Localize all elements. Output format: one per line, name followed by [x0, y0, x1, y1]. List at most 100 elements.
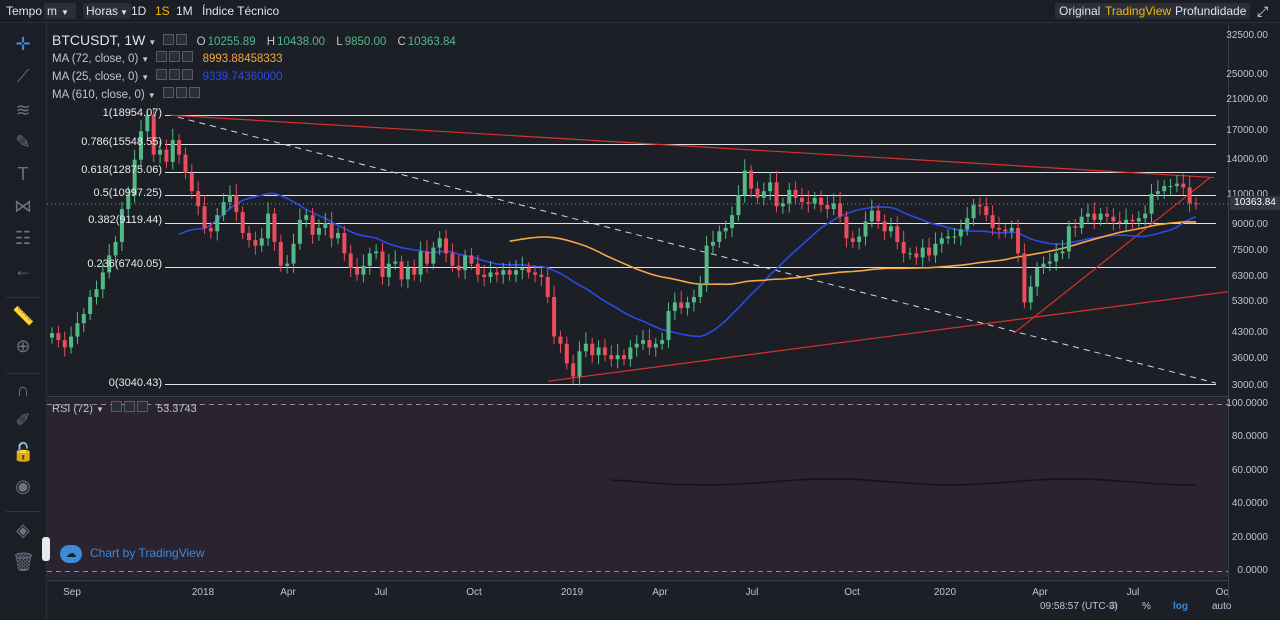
top-toolbar: Tempo m ▼ Horas ▼ 1D 1S 1M Índice Técnico … [0, 0, 1280, 23]
chevron-down-icon[interactable]: ▼ [148, 38, 157, 47]
legend-controls[interactable] [163, 33, 189, 50]
chevron-down-icon: ▼ [95, 405, 104, 414]
legend-controls[interactable] [156, 51, 195, 67]
chevron-down-icon: ▼ [61, 8, 69, 17]
cloud-logo-icon: ☁ [60, 544, 82, 563]
toolbar-divider [6, 297, 40, 298]
legend-controls[interactable] [156, 69, 195, 85]
candle-down [977, 204, 982, 207]
view-tradingview[interactable]: TradingView [1101, 3, 1176, 19]
candle-down [799, 197, 804, 202]
back-arrow-icon[interactable]: ← [14, 260, 32, 280]
candle-down [571, 363, 576, 377]
legend-controls[interactable] [110, 401, 150, 417]
brush-icon[interactable]: ✎ [15, 132, 31, 152]
candle-down [1181, 183, 1186, 188]
minutes-dropdown[interactable]: m ▼ [44, 3, 76, 19]
candle-up [158, 149, 163, 155]
view-depth[interactable]: Profundidade [1171, 3, 1251, 19]
candle-up [1054, 253, 1059, 262]
ma25-legend[interactable]: MA (25, close, 0) ▼ 9339.74360000 [52, 69, 283, 85]
time-label: Tempo [6, 4, 43, 18]
ma72-value: 8993.88458333 [202, 53, 283, 66]
ma72-legend[interactable]: MA (72, close, 0) ▼ 8993.88458333 [52, 51, 283, 67]
prediction-icon[interactable]: ☷ [14, 228, 32, 248]
ruler-icon[interactable]: 📏 [12, 306, 35, 326]
candle-up [107, 255, 112, 273]
settings-gear-icon[interactable]: ⚙ [1108, 600, 1118, 612]
fib-label-05: 0.5(10997.25) [93, 187, 163, 199]
percent-toggle[interactable]: % [1142, 601, 1151, 612]
candle-up [698, 284, 703, 297]
last-price-tag: 10363.84 [1230, 196, 1280, 210]
candle-up [405, 267, 410, 280]
candle-up [761, 191, 766, 198]
candle-up [488, 272, 493, 278]
candle-up [615, 355, 620, 360]
interval-1m[interactable]: 1M [176, 4, 193, 18]
candle-up [132, 159, 137, 196]
candle-up [50, 333, 54, 338]
legend-controls[interactable] [162, 87, 202, 103]
trendline-icon[interactable]: ⟋ [16, 66, 30, 86]
candle-up [316, 227, 321, 235]
log-toggle[interactable]: log [1173, 601, 1188, 612]
collapse-handle[interactable] [42, 537, 50, 561]
candle-up [1060, 251, 1065, 254]
rsi-tick-label: 40.0000 [1231, 498, 1268, 510]
hours-dropdown[interactable]: Horas ▼ [83, 3, 131, 19]
view-original[interactable]: Original [1055, 3, 1105, 19]
candle-up [75, 323, 80, 337]
fullscreen-icon[interactable]: ⤢ [1257, 3, 1269, 19]
candle-up [660, 340, 665, 344]
candle-down [1073, 226, 1078, 228]
candle-down [564, 343, 569, 364]
indicators-button[interactable]: Índice Técnico [202, 4, 280, 18]
rsi-legend[interactable]: RSI (72) ▼ 53.3743 [52, 401, 197, 417]
candle-up [1035, 267, 1040, 287]
toolbar-divider [6, 373, 40, 374]
candle-down [196, 191, 201, 207]
candle-down [234, 195, 239, 213]
candle-down [444, 238, 449, 254]
zoom-icon[interactable]: ⊕ [15, 336, 31, 356]
candle-up [1168, 186, 1173, 188]
candle-down [825, 204, 830, 210]
candle-up [221, 201, 226, 216]
tradingview-brand[interactable]: ☁ Chart by TradingView [60, 543, 205, 563]
trash-icon[interactable]: 🗑 [12, 552, 35, 572]
candle-down [609, 355, 614, 360]
interval-1d[interactable]: 1D [131, 4, 147, 18]
candle-down [850, 238, 855, 242]
eye-icon[interactable]: ◉ [15, 476, 31, 496]
lock-icon[interactable]: 🔓 [12, 442, 35, 462]
crosshair-icon[interactable]: ✛ [15, 34, 31, 54]
symbol-title[interactable]: BTCUSDT, 1W [52, 32, 146, 48]
candle-down [240, 212, 245, 234]
candle-up [520, 267, 525, 271]
text-tool-icon[interactable]: T [17, 164, 29, 184]
auto-toggle[interactable]: auto [1212, 601, 1232, 612]
stay-drawing-icon[interactable]: ✐ [15, 410, 31, 430]
clock: 09:58:57 (UTC-3) [1040, 601, 1118, 612]
candle-up [730, 215, 735, 228]
candle-up [431, 247, 436, 264]
layers-icon[interactable]: ◈ [16, 520, 30, 540]
candle-down [412, 267, 417, 275]
candle-up [946, 236, 951, 239]
candle-up [717, 231, 722, 242]
candle-up [1066, 226, 1071, 252]
interval-1s[interactable]: 1S [155, 4, 170, 18]
candle-down [749, 170, 754, 189]
candle-up [1041, 263, 1046, 268]
ma610-legend[interactable]: MA (610, close, 0) ▼ [52, 87, 206, 103]
candle-down [247, 233, 252, 241]
magnet-icon[interactable]: ∩ [16, 380, 30, 400]
fib-tool-icon[interactable]: ≋ [15, 100, 31, 120]
candle-up [119, 209, 124, 242]
pattern-icon[interactable]: ⋈ [14, 196, 32, 216]
candle-up [1085, 213, 1090, 217]
candle-up [1047, 261, 1052, 264]
fib-label-0618: 0.618(12875.06) [81, 164, 162, 176]
